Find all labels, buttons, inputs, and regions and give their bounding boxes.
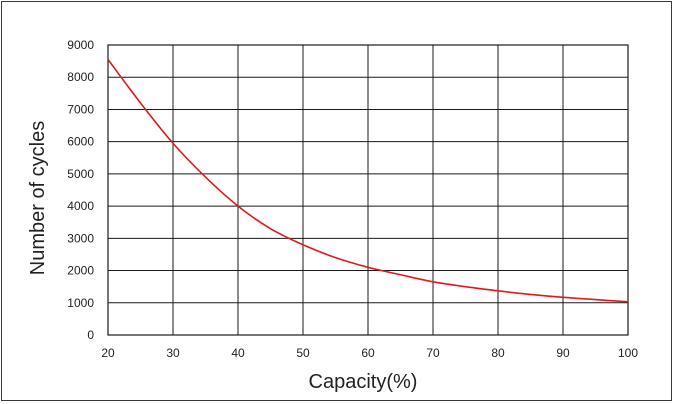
x-tick-label: 100 — [618, 346, 638, 360]
series-lines — [107, 59, 629, 303]
grid-lines — [107, 44, 629, 336]
y-tick-label: 7000 — [67, 102, 94, 116]
x-tick-label: 20 — [101, 346, 115, 360]
series-line-0 — [107, 59, 629, 303]
x-tick-label: 90 — [556, 346, 570, 360]
x-tick-label: 60 — [361, 346, 375, 360]
y-tick-label: 0 — [87, 328, 94, 342]
y-tick-label: 3000 — [67, 231, 94, 245]
y-tick-label: 5000 — [67, 167, 94, 181]
y-tick-label: 1000 — [67, 296, 94, 310]
x-tick-label: 70 — [426, 346, 440, 360]
y-tick-label: 2000 — [67, 264, 94, 278]
x-tick-label: 30 — [166, 346, 180, 360]
x-tick-label: 50 — [296, 346, 310, 360]
x-tick-labels: 20 30 40 50 60 70 80 90 100 — [101, 346, 638, 360]
y-tick-label: 9000 — [67, 38, 94, 52]
x-tick-label: 80 — [491, 346, 505, 360]
x-axis-title: Capacity(%) — [309, 371, 418, 393]
x-tick-label: 40 — [231, 346, 245, 360]
plot-area-border — [107, 44, 629, 336]
y-tick-labels: 0 1000 2000 3000 4000 5000 6000 7000 8000 9000 — [67, 38, 94, 342]
y-tick-label: 4000 — [67, 199, 94, 213]
y-tick-label: 8000 — [67, 70, 94, 84]
y-tick-label: 6000 — [67, 135, 94, 149]
y-axis-title: Number of cycles — [27, 121, 49, 276]
